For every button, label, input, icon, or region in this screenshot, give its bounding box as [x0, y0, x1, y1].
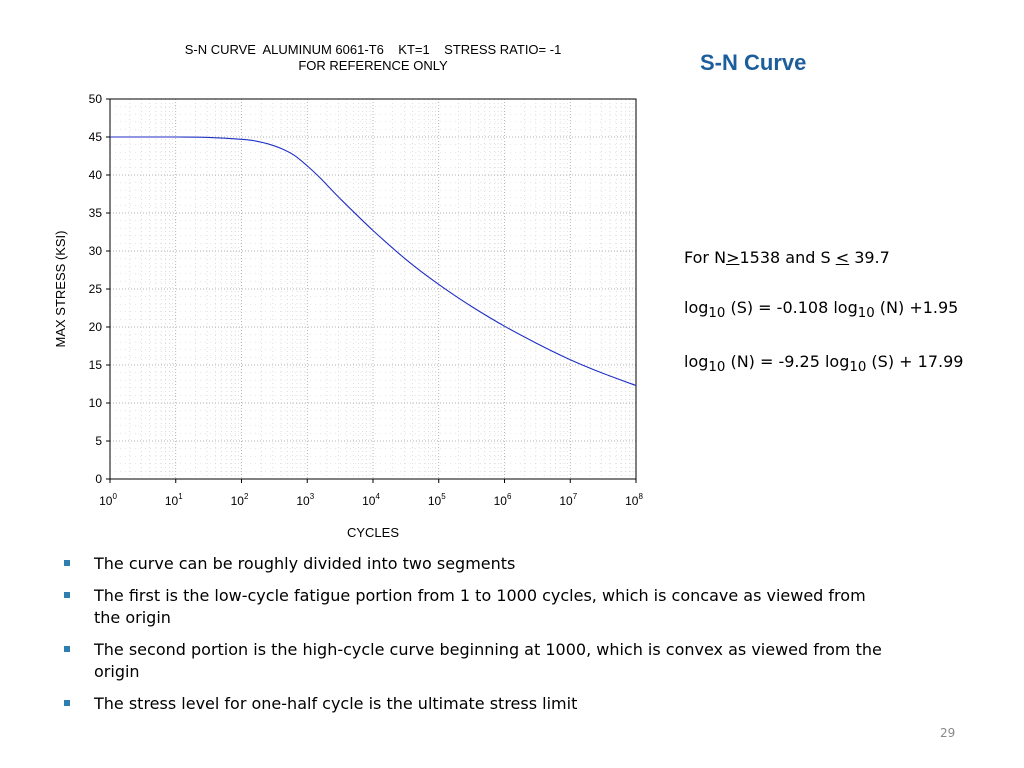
- x-tick-label: 105: [428, 492, 446, 508]
- formula-log-n: log10 (N) = -9.25 log10 (S) + 17.99: [684, 352, 1014, 375]
- square-bullet-icon: [64, 646, 70, 652]
- y-tick-label: 45: [89, 130, 103, 144]
- square-bullet-icon: [64, 592, 70, 598]
- x-tick-label: 100: [99, 492, 117, 508]
- chart-subtitle: FOR REFERENCE ONLY: [298, 58, 448, 73]
- bullet-text: The first is the low-cycle fatigue porti…: [94, 586, 866, 627]
- formula-panel: For N>1538 and S < 39.7 log10 (S) = -0.1…: [684, 248, 1014, 375]
- square-bullet-icon: [64, 560, 70, 566]
- formula-condition-n: 1538 and S: [739, 248, 836, 267]
- log-label: log: [684, 352, 709, 372]
- bullet-text: The second portion is the high-cycle cur…: [94, 640, 882, 681]
- formula-end: (N) +1.95: [874, 298, 959, 317]
- log-base: 10: [849, 360, 867, 376]
- log-base: 10: [708, 360, 726, 376]
- x-tick-label: 103: [296, 492, 314, 508]
- y-tick-label: 50: [89, 92, 103, 106]
- y-tick-label: 40: [89, 168, 103, 182]
- x-tick-label: 102: [231, 492, 249, 508]
- formula-condition-s: 39.7: [849, 248, 890, 267]
- sn-curve-line: [109, 136, 637, 387]
- formula-condition-prefix: For N: [684, 248, 727, 267]
- y-tick-label: 35: [89, 206, 103, 220]
- y-tick-label: 5: [95, 434, 102, 448]
- bullet-list: The curve can be roughly divided into tw…: [62, 553, 882, 725]
- y-tick-label: 0: [95, 472, 102, 486]
- bullet-item: The curve can be roughly divided into tw…: [62, 553, 882, 575]
- bullet-item: The first is the low-cycle fatigue porti…: [62, 585, 882, 629]
- page-number: 29: [940, 726, 956, 740]
- y-tick-label: 25: [89, 282, 103, 296]
- chart-title-line: S-N CURVE ALUMINUM 6061-T6 KT=1 STRESS R…: [184, 42, 562, 57]
- log-base: 10: [708, 306, 726, 322]
- bullet-text: The curve can be roughly divided into tw…: [94, 554, 516, 573]
- log-label: log: [684, 298, 709, 317]
- slide-title: S-N Curve: [700, 50, 807, 75]
- formula-log-s: log10 (S) = -0.108 log10 (N) +1.95: [684, 298, 1014, 321]
- formula-condition: For N>1538 and S < 39.7: [684, 248, 1014, 267]
- y-axis-label: MAX STRESS (KSI): [53, 230, 68, 347]
- square-bullet-icon: [64, 700, 70, 706]
- y-tick-label: 15: [89, 358, 103, 372]
- x-axis-label: CYCLES: [347, 525, 399, 540]
- x-tick-label: 107: [559, 492, 577, 508]
- y-tick-label: 30: [89, 244, 103, 258]
- formula-middle: (S) = -0.108 log: [725, 298, 858, 317]
- formula-end: (S) + 17.99: [866, 352, 964, 372]
- chart-title: S-N CURVE ALUMINUM 6061-T6 KT=1 STRESS R…: [110, 42, 636, 74]
- log-base: 10: [857, 306, 875, 322]
- sn-curve-chart: 0 5 10 15 20 25 30 35 40 45 50 100 101 102 103 104 105 10…: [53, 92, 643, 540]
- formula-middle: (N) = -9.25 log: [725, 352, 850, 372]
- x-tick-label: 106: [494, 492, 512, 508]
- x-tick-label: 104: [362, 492, 380, 508]
- x-tick-label: 101: [165, 492, 183, 508]
- le-symbol: <: [835, 248, 850, 267]
- bullet-item: The stress level for one-half cycle is t…: [62, 693, 882, 715]
- x-tick-label: 108: [625, 492, 643, 508]
- y-tick-label: 10: [89, 396, 103, 410]
- bullet-text: The stress level for one-half cycle is t…: [94, 694, 578, 713]
- y-tick-label: 20: [89, 320, 103, 334]
- ge-symbol: >: [726, 248, 740, 267]
- bullet-item: The second portion is the high-cycle cur…: [62, 639, 882, 683]
